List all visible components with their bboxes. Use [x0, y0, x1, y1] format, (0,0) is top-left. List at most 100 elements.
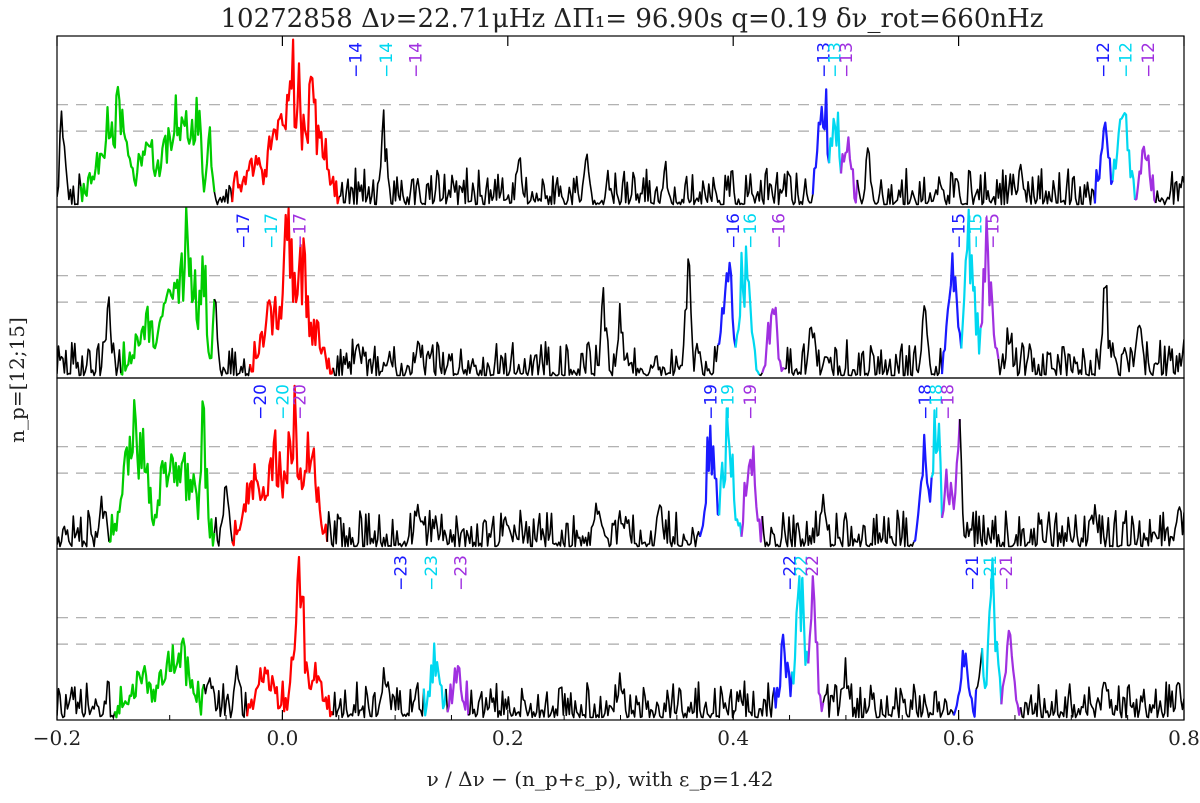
- mode-label: −13: [837, 42, 857, 78]
- mode-label: −18: [938, 384, 958, 420]
- spectrum-segment: [57, 495, 110, 548]
- mode-l0-segment: [246, 555, 335, 718]
- mode-l2-segment: [120, 207, 216, 376]
- spectrum-segment: [959, 419, 1184, 548]
- spectrum-segment: [213, 184, 233, 206]
- panels: −14 −14 −14 −13−13−13 −12 −12 −12−17 −17 −17 −16−…: [56, 35, 1185, 721]
- mode-label: −22: [781, 555, 801, 591]
- mode-label: −22: [803, 555, 823, 591]
- spectrum-segment: [975, 648, 983, 690]
- x-axis-label: ν / Δν − (n_p+ε_p), with ε_p=1.42: [427, 767, 774, 791]
- x-tick-label: 0.8: [1168, 726, 1200, 750]
- mode-m_minus-segment: [698, 424, 720, 538]
- mode-m_plus-segment: [979, 216, 1000, 359]
- spectrum: [57, 38, 1184, 206]
- spectrum-segment: [203, 665, 248, 719]
- mode-label: −15: [967, 213, 987, 249]
- mode-label: −19: [719, 384, 739, 420]
- mode-label: −21: [963, 555, 983, 591]
- mode-l2-segment: [113, 637, 206, 719]
- mode-label: −13: [814, 42, 834, 78]
- x-tick-label: 0.2: [492, 726, 524, 750]
- spectrum-segment: [822, 657, 955, 719]
- mode-label: −12: [1116, 42, 1136, 78]
- x-tick-label: 0.4: [717, 726, 749, 750]
- mode-m_zero-segment: [930, 409, 944, 518]
- spectrum: [57, 384, 1184, 548]
- panel-frame: [56, 206, 1185, 379]
- mode-m_plus-segment: [1134, 145, 1157, 204]
- x-tick-label: 0.6: [943, 726, 975, 750]
- spectrum-segment: [784, 305, 943, 377]
- spectrum-segment: [997, 284, 1184, 377]
- mode-label: −21: [981, 555, 1001, 591]
- mode-label: −15: [983, 213, 1003, 249]
- mode-label: −15: [950, 213, 970, 249]
- x-tick-label: −0.2: [33, 726, 82, 750]
- mode-label: −19: [702, 384, 722, 420]
- mode-label: −12: [1094, 42, 1114, 78]
- mode-label: −20: [290, 384, 310, 420]
- panel-2: −17 −17 −17 −16−16 −16 −15−15−15: [56, 206, 1185, 379]
- mode-m_minus-segment: [952, 649, 978, 718]
- mode-m_plus-segment: [446, 664, 470, 716]
- mode-m_minus-segment: [717, 261, 737, 348]
- mode-m_zero-segment: [960, 208, 982, 355]
- mode-m_minus-segment: [1093, 121, 1114, 204]
- mode-l0-segment: [231, 38, 341, 205]
- mode-m_minus-segment: [811, 88, 831, 195]
- mode-label: −14: [406, 42, 426, 78]
- mode-label: −22: [792, 555, 812, 591]
- spectrum-segment: [326, 502, 701, 548]
- mode-label: −13: [826, 42, 846, 78]
- spectrum-segment: [338, 109, 814, 206]
- spectrum-segment: [1019, 681, 1184, 719]
- spectrum-segment: [761, 493, 915, 548]
- spectrum-segment: [332, 666, 425, 719]
- mode-label: −19: [741, 384, 761, 420]
- mode-m_zero-segment: [734, 245, 761, 376]
- mode-label: −21: [997, 555, 1017, 591]
- mode-l0-segment: [231, 384, 329, 547]
- mode-label: −20: [273, 384, 293, 420]
- spectrum-segment: [57, 110, 82, 206]
- panel-4: −23 −23 −23 −22−22−22 −21−21−21: [56, 548, 1185, 721]
- mode-m_minus-segment: [773, 633, 794, 709]
- mode-label: −17: [262, 213, 282, 249]
- mode-label: −20: [251, 384, 271, 420]
- spectrum-segment: [57, 680, 116, 719]
- mode-label: −12: [1139, 42, 1159, 78]
- mode-l2-segment: [108, 399, 216, 547]
- spectrum-segment: [467, 672, 775, 719]
- mode-m_zero-segment: [981, 557, 1003, 705]
- mode-m_plus-segment: [940, 419, 961, 519]
- x-tick-label: 0.0: [266, 726, 298, 750]
- spectrum-segment: [1155, 171, 1184, 206]
- mode-label: −16: [741, 213, 761, 249]
- mode-m_plus-segment: [740, 445, 764, 543]
- mode-label: −16: [724, 213, 744, 249]
- mode-label: −16: [769, 213, 789, 249]
- spectrum-segment: [445, 688, 449, 713]
- mode-m_zero-segment: [828, 111, 843, 174]
- mode-m_minus-segment: [913, 433, 933, 543]
- mode-m_zero-segment: [790, 575, 810, 685]
- spectrum: [57, 555, 1184, 719]
- chart-title: 10272858 Δν=22.71μHz ΔΠ₁= 96.90s q=0.19 …: [221, 4, 1044, 34]
- spectrum-segment: [332, 258, 719, 377]
- mode-label: −23: [422, 555, 442, 591]
- y-axis-label: n_p=[12;15]: [5, 317, 29, 443]
- spectrum-segment: [759, 372, 763, 377]
- mode-label: −23: [392, 555, 412, 591]
- mode-l2-segment: [79, 85, 216, 203]
- mode-label: −17: [234, 213, 254, 249]
- mode-m_plus-segment: [807, 575, 825, 713]
- spectrum-segment: [213, 485, 233, 547]
- spectrum-segment: [213, 298, 251, 377]
- mode-label: −23: [451, 555, 471, 591]
- panel-3: −20 −20−20 −19−19 −19 −18−18−18: [56, 377, 1185, 550]
- spectrum-segment: [856, 147, 1096, 206]
- spectrum-segment: [57, 296, 122, 377]
- mode-label: −18: [916, 384, 936, 420]
- mode-m_minus-segment: [940, 252, 963, 375]
